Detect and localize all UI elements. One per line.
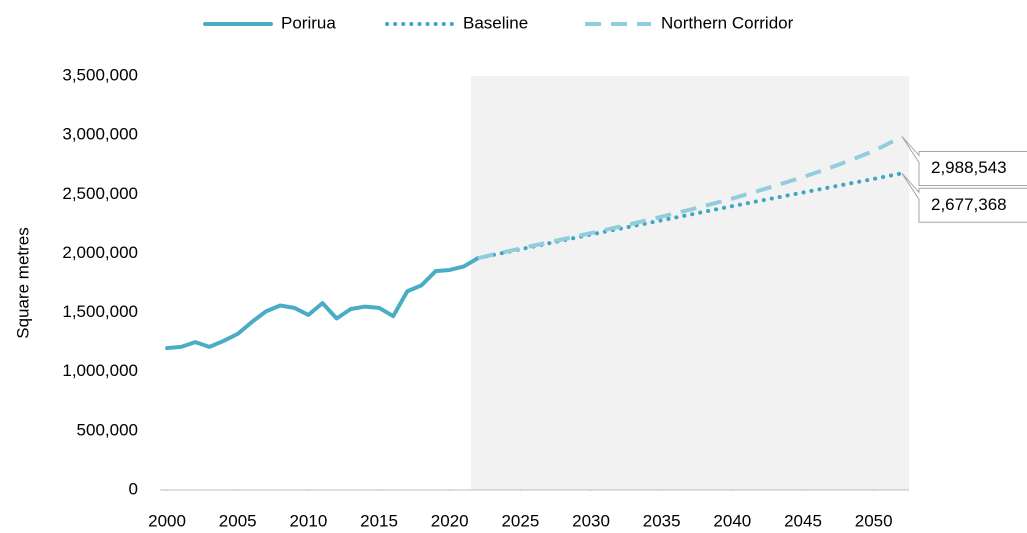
x-tick-label: 2010: [289, 511, 327, 530]
y-tick-label: 1,000,000: [62, 361, 138, 380]
series-line: [165, 256, 480, 351]
data-label: 2,677,368: [931, 195, 1007, 214]
projection-region: [470, 76, 909, 490]
y-tick-label: 0: [129, 479, 138, 498]
y-tick-label: 3,000,000: [62, 125, 138, 144]
data-label-box: [901, 172, 1027, 223]
x-tick-label: 2015: [360, 511, 398, 530]
y-tick-label: 3,500,000: [62, 65, 138, 84]
series-line: [477, 134, 903, 261]
y-tick-label: 2,000,000: [62, 243, 138, 262]
y-tick-label: 500,000: [77, 420, 138, 439]
y-axis-title: Square metres: [13, 227, 32, 339]
x-tick-label: 2030: [572, 511, 610, 530]
x-tick-label: 2045: [784, 511, 822, 530]
data-label: 2,988,543: [931, 158, 1007, 177]
y-tick-label: 1,500,000: [62, 302, 138, 321]
data-label-box: [901, 136, 1027, 186]
x-tick-label: 2005: [219, 511, 257, 530]
x-tick-label: 2050: [855, 511, 893, 530]
x-tick-label: 2020: [431, 511, 469, 530]
legend-label: Porirua: [281, 13, 336, 32]
legend-label: Northern Corridor: [661, 13, 794, 32]
series-line: [475, 171, 904, 261]
y-tick-label: 2,500,000: [62, 184, 138, 203]
x-tick-label: 2000: [148, 511, 186, 530]
x-tick-label: 2025: [501, 511, 539, 530]
x-tick-label: 2035: [643, 511, 681, 530]
legend-label: Baseline: [463, 13, 528, 32]
x-tick-label: 2040: [713, 511, 751, 530]
